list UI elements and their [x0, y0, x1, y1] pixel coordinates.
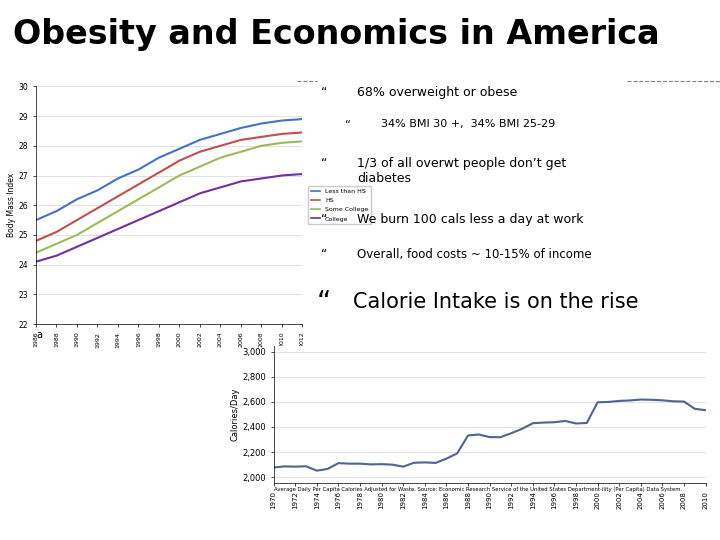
Y-axis label: Body Mass Index: Body Mass Index — [6, 173, 16, 237]
Text: 34% BMI 30 +,  34% BMI 25-29: 34% BMI 30 +, 34% BMI 25-29 — [382, 119, 556, 129]
Text: Obesity and Economics in America: Obesity and Economics in America — [13, 18, 660, 51]
Text: “: “ — [345, 119, 351, 129]
Text: “: “ — [321, 248, 327, 261]
Text: Average Daily Per Capita Calories Adjusted for Waste. Source: Economic Research : Average Daily Per Capita Calories Adjust… — [274, 487, 682, 492]
Text: Diabetes Education: Diabetes Education — [573, 509, 694, 522]
Text: “: “ — [317, 289, 331, 317]
Text: 1/3 of all overwt people don’t get
diabetes: 1/3 of all overwt people don’t get diabe… — [357, 157, 567, 185]
Legend: Less than HS, HS, Some College, College: Less than HS, HS, Some College, College — [308, 186, 371, 224]
Text: ✓: ✓ — [19, 511, 31, 525]
Text: Calorie Intake is on the rise: Calorie Intake is on the rise — [353, 292, 639, 312]
Text: We burn 100 cals less a day at work: We burn 100 cals less a day at work — [357, 213, 584, 226]
Text: “: “ — [321, 86, 327, 99]
Text: “: “ — [321, 157, 327, 170]
Text: “: “ — [321, 213, 327, 226]
Text: S  E  R  V  I  C  E  S: S E R V I C E S — [605, 529, 662, 534]
Text: 68% overweight or obese: 68% overweight or obese — [357, 86, 518, 99]
Text: a: a — [36, 329, 42, 340]
Text: Overall, food costs ~ 10-15% of income: Overall, food costs ~ 10-15% of income — [357, 248, 592, 261]
Y-axis label: Calories/Day: Calories/Day — [230, 388, 240, 441]
